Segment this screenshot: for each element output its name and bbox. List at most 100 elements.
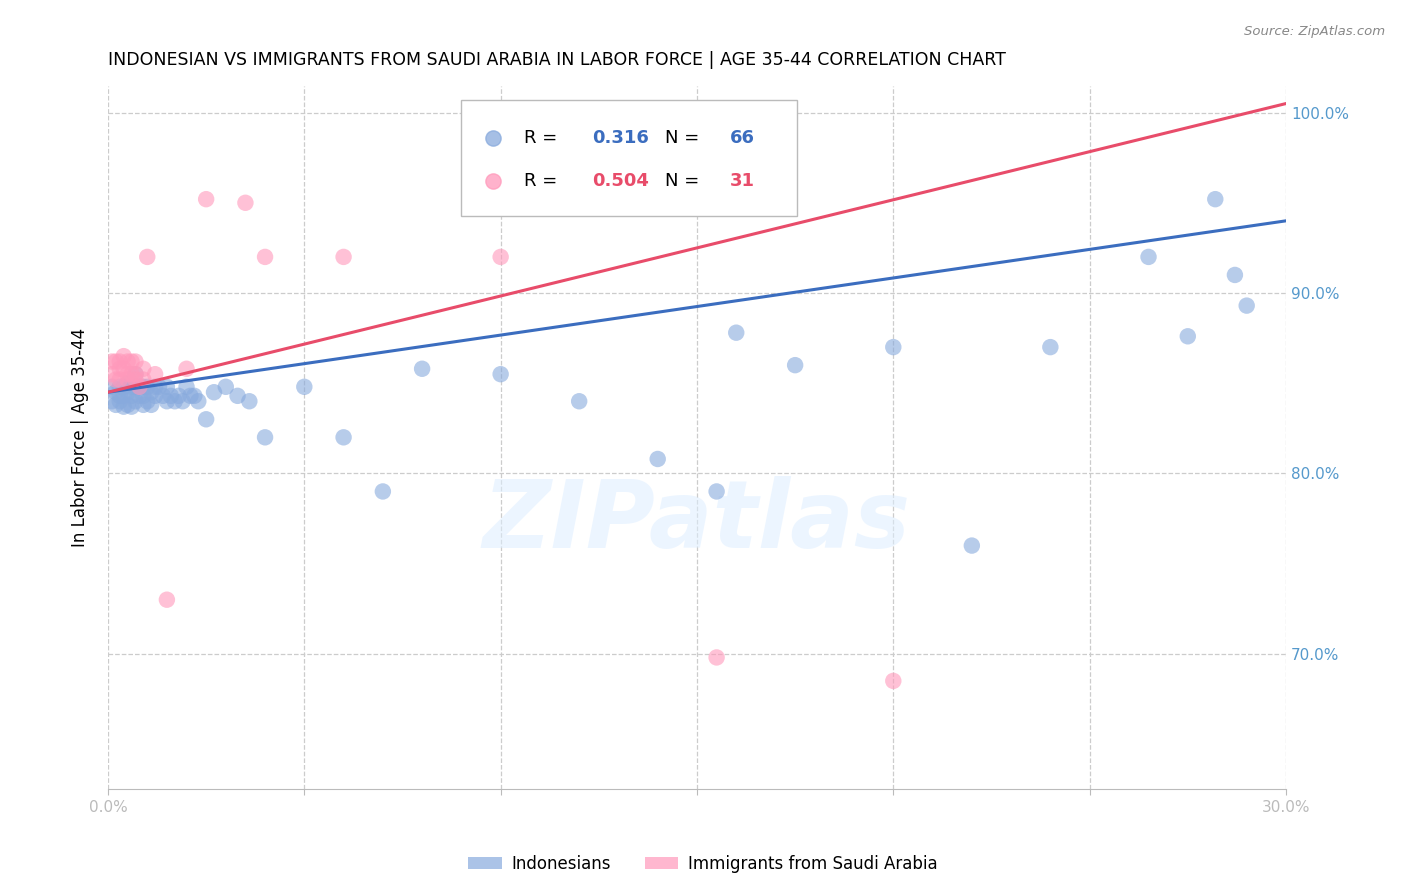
Point <box>167 389 190 403</box>
Point <box>156 394 179 409</box>
Point <box>143 389 166 403</box>
Point <box>104 354 127 368</box>
Point <box>195 192 218 206</box>
Text: N =: N = <box>665 171 699 189</box>
Point <box>1204 192 1226 206</box>
Point <box>1137 250 1160 264</box>
Point <box>568 394 591 409</box>
Point <box>112 361 135 376</box>
Point <box>785 358 807 372</box>
Point <box>101 367 124 381</box>
Point <box>489 250 512 264</box>
Text: N =: N = <box>665 129 699 147</box>
Text: 66: 66 <box>730 129 755 147</box>
Point <box>132 373 155 387</box>
Point <box>101 394 124 409</box>
Point <box>163 394 186 409</box>
Point <box>101 380 124 394</box>
Text: ZIPatlas: ZIPatlas <box>482 475 911 568</box>
Point <box>238 394 260 409</box>
Point <box>112 400 135 414</box>
Point <box>121 400 143 414</box>
Point <box>104 373 127 387</box>
Point <box>152 389 174 403</box>
Point <box>101 354 124 368</box>
Point <box>156 380 179 394</box>
Text: 31: 31 <box>730 171 755 189</box>
Point <box>108 354 131 368</box>
Point <box>124 367 146 381</box>
Point <box>117 385 139 400</box>
Point <box>112 380 135 394</box>
Point <box>143 380 166 394</box>
Point <box>108 380 131 394</box>
Point <box>108 361 131 376</box>
Point <box>136 394 159 409</box>
Point <box>128 380 150 394</box>
Point <box>332 250 354 264</box>
Point <box>882 673 904 688</box>
Point <box>156 592 179 607</box>
Point <box>1236 299 1258 313</box>
Point <box>104 385 127 400</box>
Point <box>121 389 143 403</box>
Point <box>159 389 181 403</box>
Point <box>108 394 131 409</box>
Point <box>117 376 139 391</box>
Point <box>132 398 155 412</box>
Point <box>136 380 159 394</box>
Point <box>143 367 166 381</box>
Legend: Indonesians, Immigrants from Saudi Arabia: Indonesians, Immigrants from Saudi Arabi… <box>461 848 945 880</box>
Point <box>132 380 155 394</box>
Point <box>132 361 155 376</box>
Point <box>235 195 257 210</box>
Point <box>141 398 163 412</box>
Point <box>117 373 139 387</box>
Point <box>371 484 394 499</box>
Y-axis label: In Labor Force | Age 35-44: In Labor Force | Age 35-44 <box>72 327 89 547</box>
Point <box>148 380 170 394</box>
Point <box>176 361 198 376</box>
Point <box>104 398 127 412</box>
Text: R =: R = <box>524 129 557 147</box>
Point <box>202 385 225 400</box>
Point <box>647 452 669 467</box>
Point <box>226 389 249 403</box>
Point <box>1177 329 1199 343</box>
Text: INDONESIAN VS IMMIGRANTS FROM SAUDI ARABIA IN LABOR FORCE | AGE 35-44 CORRELATIO: INDONESIAN VS IMMIGRANTS FROM SAUDI ARAB… <box>108 51 1005 69</box>
Text: R =: R = <box>524 171 557 189</box>
Text: 0.504: 0.504 <box>592 171 650 189</box>
Point <box>882 340 904 354</box>
Point <box>132 389 155 403</box>
Point <box>183 389 205 403</box>
Point <box>117 398 139 412</box>
Point <box>195 412 218 426</box>
Point <box>292 380 315 394</box>
Point <box>117 354 139 368</box>
Point <box>124 394 146 409</box>
Point <box>725 326 748 340</box>
Point <box>121 354 143 368</box>
Point <box>141 385 163 400</box>
Point <box>179 389 201 403</box>
Point <box>1039 340 1062 354</box>
Point <box>706 484 728 499</box>
Point <box>121 367 143 381</box>
Point <box>124 367 146 381</box>
Point <box>136 250 159 264</box>
Point <box>172 394 194 409</box>
Text: 0.316: 0.316 <box>592 129 650 147</box>
Point <box>706 650 728 665</box>
Point <box>124 354 146 368</box>
Point <box>254 430 277 444</box>
Point <box>108 389 131 403</box>
Point <box>128 380 150 394</box>
Point <box>254 250 277 264</box>
Point <box>332 430 354 444</box>
Text: Source: ZipAtlas.com: Source: ZipAtlas.com <box>1244 25 1385 38</box>
Point <box>411 361 433 376</box>
Point <box>215 380 238 394</box>
Point <box>187 394 209 409</box>
Point <box>108 373 131 387</box>
Point <box>121 380 143 394</box>
